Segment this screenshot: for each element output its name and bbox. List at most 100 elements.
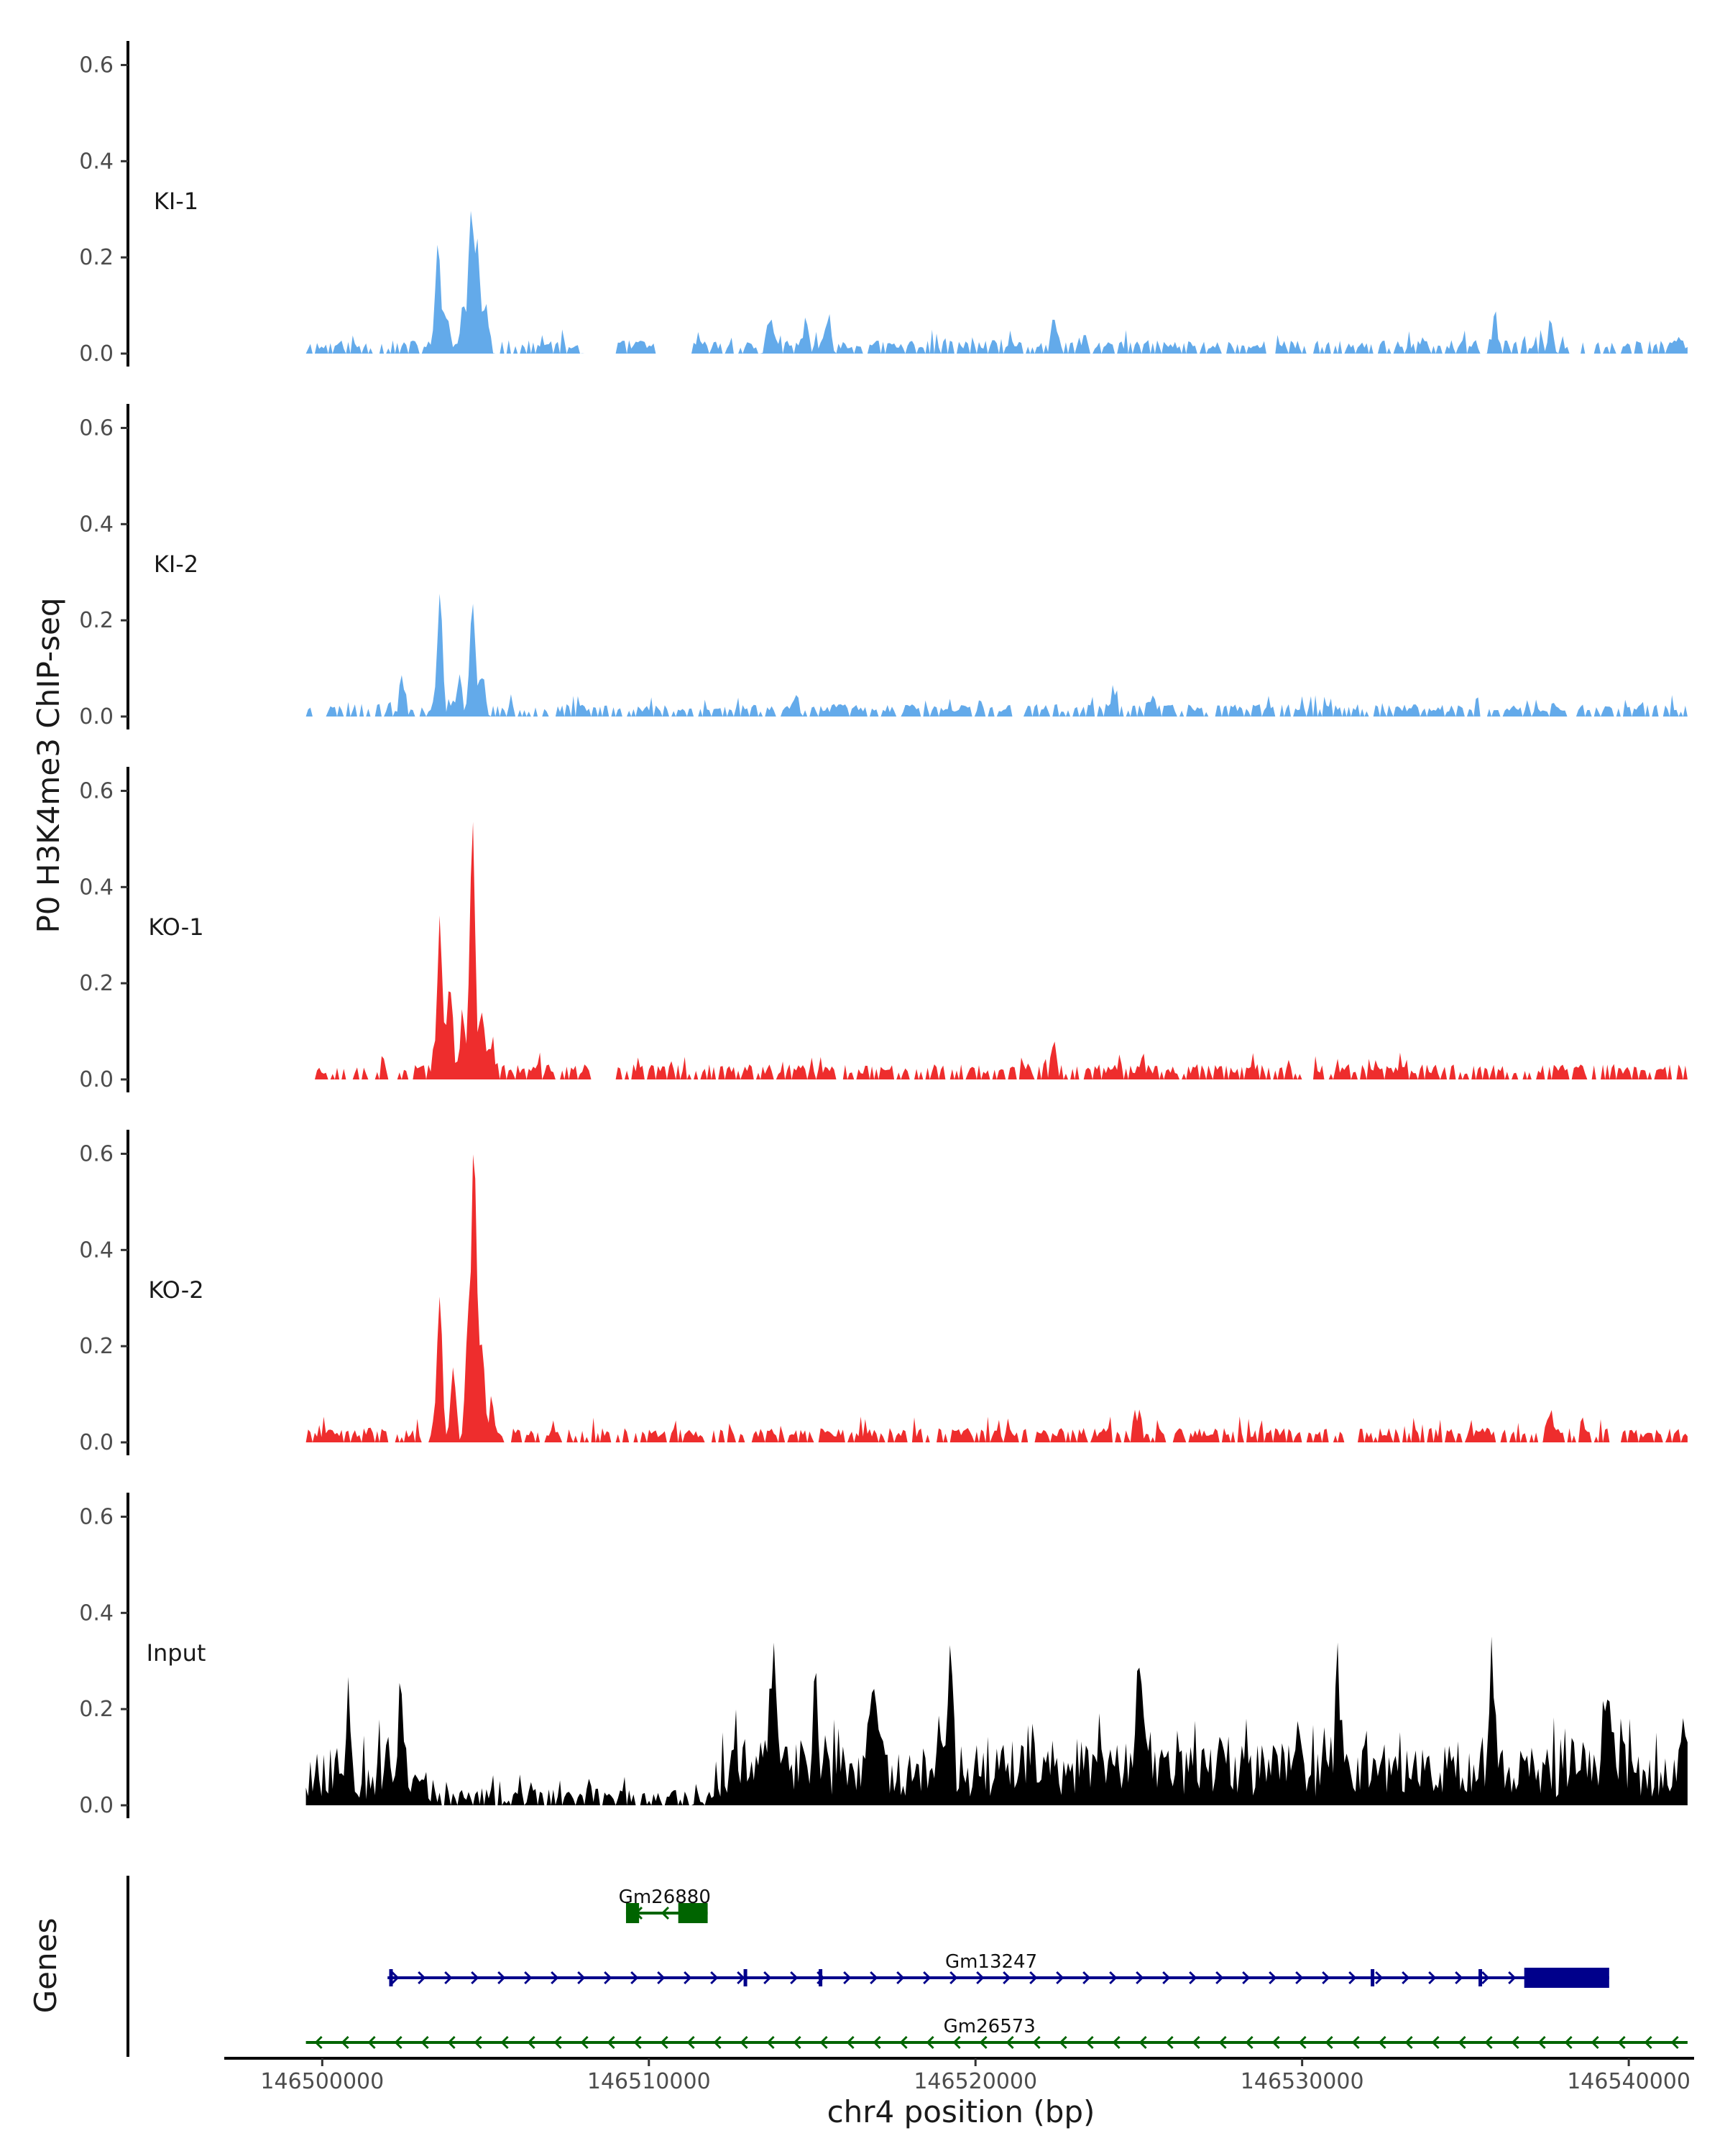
y-tick-label: 0.0: [79, 341, 114, 367]
strand-arrow: [444, 1971, 453, 1985]
track-ko-2: 0.0 0.2 0.4 0.6 KO-2: [79, 1130, 1688, 1455]
y-tick-label: 0.0: [79, 1793, 114, 1818]
strand-arrow: [1670, 2035, 1679, 2050]
y-tick-label: 0.0: [79, 1430, 114, 1455]
strand-arrow: [949, 1971, 958, 1985]
track-ki-1: 0.0 0.2 0.4 0.6 KI-1: [79, 41, 1688, 367]
strand-arrow: [1404, 2035, 1413, 2050]
y-tick-label: 0.4: [79, 1600, 114, 1626]
gene-annotation-track: Gm26880 Gm13247 Gm26573: [126, 1876, 1688, 2057]
strand-arrow: [1269, 1971, 1277, 1985]
strand-arrow: [420, 2035, 429, 2050]
signal-area-ki-2: [305, 594, 1688, 717]
strand-arrow: [1162, 1971, 1171, 1985]
strand-arrow: [1511, 2035, 1519, 2050]
strand-arrow: [1029, 1971, 1038, 1985]
strand-arrow: [577, 1971, 586, 1985]
strand-arrow: [1455, 1971, 1463, 1985]
strand-arrow: [1165, 2035, 1174, 2050]
y-tick-label: 0.6: [79, 1504, 114, 1529]
gene-label: Gm13247: [945, 1951, 1037, 1973]
exon: [625, 1903, 640, 1923]
strand-arrow: [1378, 2035, 1386, 2050]
gene-gm13247: Gm13247: [387, 1951, 1609, 1988]
strand-arrow: [394, 2035, 402, 2050]
strand-arrow: [686, 2035, 695, 2050]
x-axis-title: chr4 position (bp): [827, 2094, 1095, 2129]
strand-arrow: [952, 2035, 961, 2050]
gene-label: Gm26880: [619, 1886, 711, 1908]
strand-arrow: [766, 2035, 775, 2050]
track-ko-1: 0.0 0.2 0.4 0.6 KO-1: [79, 767, 1688, 1092]
strand-arrow: [1458, 2035, 1466, 2050]
strand-arrow: [1431, 2035, 1440, 2050]
strand-arrow: [710, 1971, 719, 1985]
strand-arrow: [660, 2035, 668, 2050]
strand-arrow: [846, 2035, 855, 2050]
strand-arrow: [843, 1971, 852, 1985]
exon: [678, 1903, 708, 1923]
strand-arrow: [661, 1906, 670, 1920]
strand-arrow: [737, 1971, 745, 1985]
x-tick-label: 146500000: [260, 2069, 384, 2094]
strand-arrow: [790, 1971, 799, 1985]
strand-arrow: [1138, 2035, 1147, 2050]
strand-arrow: [1325, 2035, 1333, 2050]
strand-arrow: [1082, 1971, 1091, 1985]
y-tick-label: 0.6: [79, 415, 114, 441]
strand-arrow: [418, 1971, 426, 1985]
strand-arrow: [1059, 2035, 1067, 2050]
x-tick-label: 146510000: [587, 2069, 711, 2094]
strand-arrow: [1295, 1971, 1304, 1985]
strand-arrow: [551, 1971, 559, 1985]
strand-arrow: [497, 1971, 506, 1985]
strand-arrow: [1112, 2035, 1121, 2050]
strand-arrow: [447, 2035, 456, 2050]
y-tick-label: 0.2: [79, 608, 114, 633]
signal-tracks: 0.00.20.40.6KI-10.00.20.40.6KI-20.00.20.…: [79, 41, 1688, 1818]
strand-arrow: [979, 2035, 988, 2050]
strand-arrow: [630, 1971, 639, 1985]
strand-arrow: [1591, 2035, 1599, 2050]
strand-arrow: [1322, 1971, 1330, 1985]
strand-arrow: [314, 2035, 323, 2050]
strand-arrow: [1564, 2035, 1573, 2050]
strand-arrow: [763, 1971, 772, 1985]
strand-arrow: [1298, 2035, 1307, 2050]
y-tick-label: 0.0: [79, 1067, 114, 1092]
strand-arrow: [1215, 1971, 1224, 1985]
strand-arrow: [1192, 2035, 1200, 2050]
gene-gm26573: Gm26573: [305, 2016, 1688, 2050]
strand-arrow: [1271, 2035, 1280, 2050]
strand-arrow: [1109, 1971, 1118, 1985]
strand-arrow: [740, 2035, 748, 2050]
strand-arrow: [1189, 1971, 1197, 1985]
strand-arrow: [1085, 2035, 1094, 2050]
strand-arrow: [896, 1971, 905, 1985]
y-tick-label: 0.6: [79, 52, 114, 78]
strand-arrow: [713, 2035, 722, 2050]
strand-arrow: [524, 1971, 533, 1985]
strand-arrow: [1617, 2035, 1626, 2050]
x-tick-label: 146530000: [1241, 2069, 1364, 2094]
strand-arrow: [604, 1971, 612, 1985]
strand-arrow: [1537, 2035, 1546, 2050]
strand-arrow: [870, 1971, 878, 1985]
track-label: KO-1: [148, 913, 203, 941]
y-tick-label: 0.2: [79, 1697, 114, 1722]
track-label: KI-1: [154, 188, 198, 215]
strand-arrow: [1481, 1971, 1490, 1985]
strand-arrow: [684, 1971, 692, 1985]
exon: [819, 1969, 823, 1986]
strand-arrow: [1508, 1971, 1517, 1985]
y-tick-label: 0.2: [79, 971, 114, 996]
y-axis-title: P0 H3K4me3 ChIP-seq: [31, 597, 66, 933]
track-ki-2: 0.0 0.2 0.4 0.6 KI-2: [79, 404, 1688, 729]
signal-area-ki-1: [305, 211, 1688, 354]
signal-area-input: [305, 1636, 1688, 1805]
strand-arrow: [471, 1971, 479, 1985]
strand-arrow: [1242, 1971, 1251, 1985]
strand-arrow: [474, 2035, 482, 2050]
strand-arrow: [391, 1971, 400, 1985]
